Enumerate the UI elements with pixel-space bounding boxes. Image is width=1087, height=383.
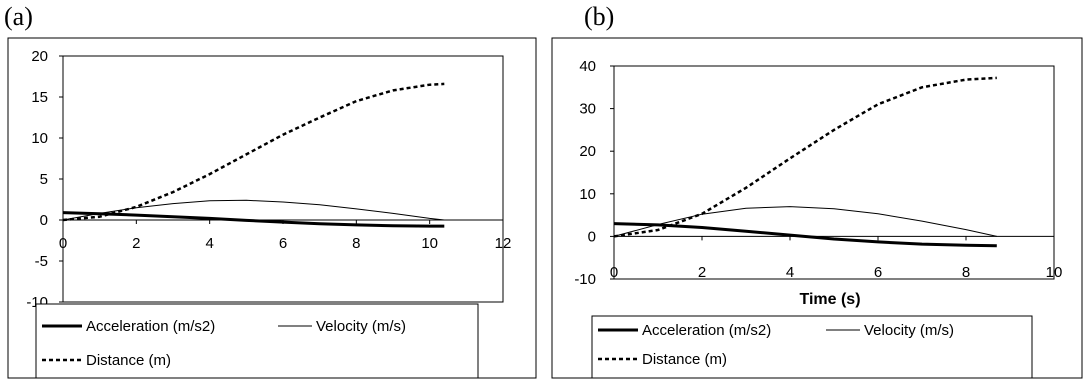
chart-a-y-tick-label: -5 bbox=[35, 253, 48, 270]
chart-a-legend-label-acceleration: Acceleration (m/s2) bbox=[86, 318, 215, 335]
chart-b-y-tick-label: 10 bbox=[579, 186, 596, 203]
chart-a-y-tick-label: 10 bbox=[31, 130, 48, 147]
chart-b-x-tick-label: 6 bbox=[874, 264, 882, 281]
chart-b-legend-label-acceleration: Acceleration (m/s2) bbox=[642, 322, 771, 339]
chart-a-x-tick-label: 4 bbox=[205, 235, 213, 252]
chart-a-plot-area bbox=[62, 55, 504, 303]
chart-a-series-acceleration bbox=[62, 211, 445, 228]
chart-b-y-tick-label: 30 bbox=[579, 101, 596, 118]
chart-b-x-tick-label: 4 bbox=[786, 264, 794, 281]
chart-b-y-tick-label: -10 bbox=[574, 271, 596, 288]
chart-a-y-tick-label: 15 bbox=[31, 89, 48, 106]
chart-b-x-tick-label: 2 bbox=[698, 264, 706, 281]
panel-b-label: (b) bbox=[584, 2, 615, 31]
chart-a-series-velocity bbox=[62, 199, 445, 221]
chart-b-x-axis-title: Time (s) bbox=[799, 291, 860, 308]
chart-a-x-tick-label: 6 bbox=[279, 235, 287, 252]
chart-a-series-distance bbox=[62, 82, 445, 222]
chart-b-x-tick-label: 8 bbox=[962, 264, 970, 281]
chart-b-series-acceleration bbox=[613, 222, 997, 248]
chart-a-y-tick-label: 20 bbox=[31, 48, 48, 65]
chart-b-legend-label-velocity: Velocity (m/s) bbox=[864, 322, 954, 339]
chart-b-series-velocity bbox=[613, 206, 997, 237]
chart-a-legend-label-velocity: Velocity (m/s) bbox=[316, 318, 406, 335]
chart-a-legend-label-distance: Distance (m) bbox=[86, 352, 171, 369]
chart-a-x-tick-label: 8 bbox=[352, 235, 360, 252]
chart-a-y-tick-label: 5 bbox=[40, 171, 48, 188]
chart-b-y-tick-label: 40 bbox=[579, 58, 596, 75]
chart-a-y-tick-label: 0 bbox=[40, 212, 48, 229]
chart-b-x-tick-label: 0 bbox=[610, 264, 618, 281]
chart-b-legend bbox=[591, 315, 1033, 379]
chart-b-y-tick-label: 0 bbox=[588, 228, 596, 245]
chart-a-x-tick-label: 0 bbox=[59, 235, 67, 252]
chart-b-y-tick-label: 20 bbox=[579, 143, 596, 160]
panel-a-label: (a) bbox=[4, 2, 33, 31]
chart-a-legend bbox=[35, 303, 479, 379]
chart-a-x-tick-label: 2 bbox=[132, 235, 140, 252]
chart-b-x-tick-label: 10 bbox=[1046, 264, 1063, 281]
chart-a-x-tick-label: 10 bbox=[421, 235, 438, 252]
chart-b-plot-area bbox=[613, 65, 1055, 280]
chart-b-legend-label-distance: Distance (m) bbox=[642, 351, 727, 368]
chart-a-x-tick-label: 12 bbox=[495, 235, 512, 252]
